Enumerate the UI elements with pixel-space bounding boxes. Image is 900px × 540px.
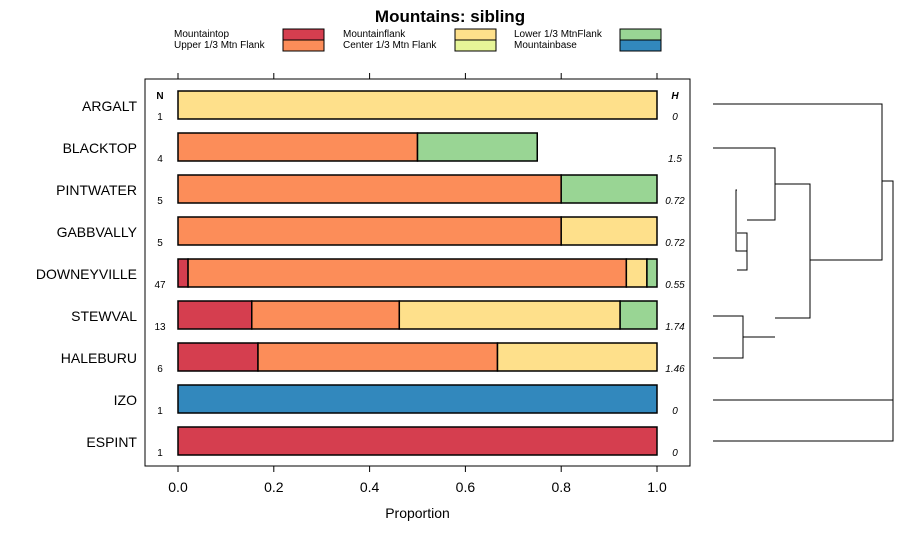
category-label: GABBVALLY bbox=[57, 224, 138, 240]
dendrogram-branch bbox=[735, 189, 747, 252]
bar-segment bbox=[625, 258, 648, 288]
x-axis: 0.0 0.2 0.4 0.6 0.8 1.0 bbox=[168, 73, 667, 495]
x-tick-label: 0.8 bbox=[551, 479, 571, 495]
bar-segment bbox=[619, 300, 658, 330]
chart-title: Mountains: sibling bbox=[375, 7, 525, 26]
h-value: 0 bbox=[672, 112, 678, 123]
n-value: 4 bbox=[157, 154, 163, 165]
dendrogram-branch bbox=[713, 315, 744, 359]
bar-segment bbox=[398, 300, 621, 330]
category-label: ARGALT bbox=[82, 98, 137, 114]
legend-label: Upper 1/3 Mtn Flank bbox=[174, 40, 266, 51]
bar-segment bbox=[177, 426, 658, 456]
n-value: 1 bbox=[157, 448, 163, 459]
legend-label: Lower 1/3 MtnFlank bbox=[514, 29, 603, 40]
h-value: 0.72 bbox=[665, 238, 685, 249]
category-label: PINTWATER bbox=[56, 182, 137, 198]
n-value: 1 bbox=[157, 112, 163, 123]
category-label: BLACKTOP bbox=[63, 140, 137, 156]
h-value: 0.72 bbox=[665, 196, 685, 207]
h-value: 1.46 bbox=[665, 364, 685, 375]
legend-swatch bbox=[282, 28, 325, 41]
bar-segment bbox=[177, 90, 658, 120]
bar-segment bbox=[496, 342, 658, 372]
x-tick-label: 1.0 bbox=[647, 479, 667, 495]
bar-segment bbox=[177, 258, 189, 288]
legend-swatch bbox=[454, 28, 497, 41]
bar-segment bbox=[560, 216, 658, 246]
legend-label: Mountaintop bbox=[174, 29, 229, 40]
h-value: 0.55 bbox=[665, 280, 685, 291]
bar-segment bbox=[177, 300, 253, 330]
legend-label: Center 1/3 Mtn Flank bbox=[343, 40, 437, 51]
bar-segment bbox=[646, 258, 658, 288]
dendrogram-branch bbox=[882, 180, 894, 400]
bars-group bbox=[177, 90, 658, 456]
h-value: 1.5 bbox=[668, 154, 682, 165]
bar-segment bbox=[177, 342, 259, 372]
n-value: 6 bbox=[157, 364, 163, 375]
bar-segment bbox=[251, 300, 401, 330]
bar-segment bbox=[177, 132, 419, 162]
legend-label: Mountainflank bbox=[343, 29, 406, 40]
dendrogram bbox=[713, 103, 894, 442]
x-tick-label: 0.0 bbox=[168, 479, 188, 495]
legend-swatch bbox=[619, 39, 662, 52]
bar-segment bbox=[187, 258, 628, 288]
n-value: 5 bbox=[157, 238, 163, 249]
category-label: HALEBURU bbox=[61, 350, 137, 366]
category-label: IZO bbox=[114, 392, 137, 408]
legend-swatch bbox=[619, 28, 662, 41]
x-tick-label: 0.4 bbox=[360, 479, 380, 495]
category-label: ESPINT bbox=[86, 434, 137, 450]
x-tick-label: 0.6 bbox=[456, 479, 476, 495]
h-header: H bbox=[671, 91, 679, 102]
category-label: DOWNEYVILLE bbox=[36, 266, 137, 282]
legend-swatch bbox=[454, 39, 497, 52]
n-value: 5 bbox=[157, 196, 163, 207]
bar-segment bbox=[177, 174, 562, 204]
x-tick-label: 0.2 bbox=[264, 479, 284, 495]
category-labels: ARGALT 1 0 BLACKTOP 4 1.5 PINTWATER 5 0.72 GABBVA… bbox=[36, 98, 685, 459]
dendrogram-branch bbox=[713, 399, 894, 442]
dendrogram-branch bbox=[713, 147, 776, 221]
legend-label: Mountainbase bbox=[514, 40, 577, 51]
h-value: 1.74 bbox=[665, 322, 685, 333]
dendrogram-branch bbox=[775, 183, 811, 319]
dendrogram-branch bbox=[713, 103, 883, 261]
n-value: 13 bbox=[154, 322, 166, 333]
bar-segment bbox=[416, 132, 538, 162]
legend-swatch bbox=[282, 39, 325, 52]
h-value: 0 bbox=[672, 406, 678, 417]
n-value: 1 bbox=[157, 406, 163, 417]
bar-segment bbox=[177, 216, 562, 246]
h-value: 0 bbox=[672, 448, 678, 459]
bar-segment bbox=[177, 384, 658, 414]
category-label: STEWVAL bbox=[71, 308, 137, 324]
bar-segment bbox=[257, 342, 499, 372]
bar-segment bbox=[560, 174, 658, 204]
plot-frame bbox=[144, 78, 691, 467]
x-axis-label: Proportion bbox=[385, 505, 450, 521]
n-value: 47 bbox=[154, 280, 166, 291]
n-header: N bbox=[156, 91, 163, 102]
